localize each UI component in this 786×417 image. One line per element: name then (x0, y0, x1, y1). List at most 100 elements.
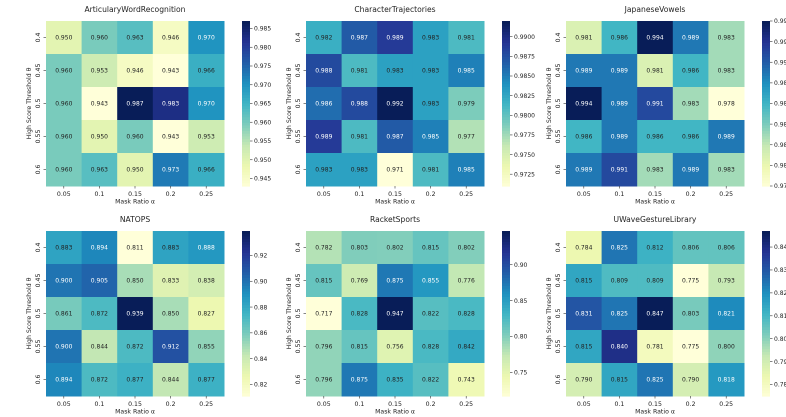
colorbar-segment (762, 379, 770, 383)
heatmap-cell (566, 21, 603, 55)
heatmap-cell (188, 120, 225, 154)
colorbar-segment (502, 352, 510, 356)
colorbar-segment (502, 280, 510, 284)
colorbar-segment (242, 302, 250, 306)
colorbar-segment (242, 183, 250, 187)
colorbar-segment (762, 106, 770, 110)
y-tick-label: 0.5 (555, 309, 562, 319)
cell-value-label: 0.947 (386, 311, 403, 318)
heatmap-cell (448, 297, 485, 331)
heatmap-cell (601, 153, 638, 187)
x-tick-label: 0.15 (388, 401, 402, 408)
colorbar-tick-label: 0.965 (254, 101, 271, 108)
cell-value-label: 0.971 (386, 167, 403, 174)
heatmap-cell (708, 363, 745, 397)
colorbar-segment (502, 310, 510, 315)
heatmap-cell (708, 21, 745, 55)
heatmap-cell (412, 363, 449, 397)
colorbar-segment (502, 387, 510, 392)
colorbar-segment (242, 297, 250, 301)
colorbar-tick-label: 0.84 (774, 244, 786, 251)
x-tick-label: 0.05 (57, 401, 71, 408)
colorbar-segment (502, 59, 510, 63)
heatmap-cell (601, 21, 638, 55)
colorbar-segment (242, 374, 250, 378)
heatmap-cell (637, 363, 674, 397)
cell-value-label: 0.806 (718, 245, 735, 252)
colorbar-segment (762, 131, 770, 135)
colorbar-segment (242, 128, 250, 132)
colorbar-segment (502, 76, 510, 80)
colorbar-segment (762, 59, 770, 63)
colorbar-segment (242, 376, 250, 381)
colorbar-segment (242, 352, 250, 356)
heatmap-cell (46, 54, 83, 88)
cell-value-label: 0.835 (386, 377, 403, 384)
colorbar-segment (502, 330, 510, 334)
colorbar-segment (242, 283, 250, 287)
colorbar-tick-label: 0.9900 (514, 34, 535, 41)
heatmap-cell (566, 231, 603, 265)
x-axis-label: Mask Ratio α (375, 409, 415, 416)
colorbar-segment (762, 253, 770, 257)
heatmap-cell (152, 330, 189, 364)
colorbar-segment (762, 297, 770, 301)
cell-value-label: 0.989 (575, 68, 592, 75)
colorbar-segment (762, 264, 770, 268)
heatmap-cell (117, 231, 154, 265)
colorbar-segment (502, 131, 510, 135)
colorbar-tick-label: 0.945 (254, 176, 271, 183)
colorbar-segment (242, 131, 250, 135)
colorbar-segment (502, 244, 510, 249)
x-axis-label: Mask Ratio α (115, 409, 155, 416)
heatmap-cell (306, 363, 343, 397)
y-tick-label: 0.45 (35, 64, 42, 78)
colorbar-segment (762, 324, 770, 328)
colorbar-tick-label: 0.90 (514, 262, 528, 269)
heatmap-cell (81, 153, 118, 187)
colorbar-segment (762, 21, 770, 25)
colorbar-segment (502, 236, 510, 240)
panel-title: ArticularyWordRecognition (84, 5, 185, 14)
colorbar-segment (502, 368, 510, 372)
cell-value-label: 0.802 (458, 245, 475, 252)
heatmap-panel-4: RacketSports 0.782 0.803 0.802 0.815 0.802 0.8… (286, 215, 528, 416)
colorbar-segment (762, 357, 770, 361)
x-tick-label: 0.2 (426, 191, 436, 198)
colorbar-segment (502, 365, 510, 370)
cell-value-label: 0.970 (198, 101, 215, 108)
colorbar-tick-label: 0.970 (254, 82, 271, 89)
x-tick-label: 0.25 (199, 191, 213, 198)
colorbar-segment (242, 23, 250, 28)
heatmap-cell (448, 153, 485, 187)
colorbar-segment (762, 368, 770, 372)
cell-value-label: 0.977 (458, 134, 475, 141)
colorbar-segment (242, 89, 250, 94)
heatmap-cell (708, 54, 745, 88)
heatmap-cell (601, 297, 638, 331)
colorbar-segment (242, 324, 250, 328)
colorbar-segment (242, 368, 250, 372)
cell-value-label: 0.840 (611, 344, 628, 351)
x-tick-label: 0.1 (614, 401, 624, 408)
colorbar-segment (762, 65, 770, 69)
colorbar-segment (242, 142, 250, 146)
cell-value-label: 0.983 (162, 101, 179, 108)
x-tick-label: 0.1 (614, 191, 624, 198)
x-tick-label: 0.25 (199, 401, 213, 408)
colorbar-segment (762, 305, 770, 309)
cell-value-label: 0.960 (55, 167, 72, 174)
colorbar-segment (502, 95, 510, 99)
y-tick-label: 0.4 (35, 33, 42, 43)
cell-value-label: 0.989 (682, 35, 699, 42)
colorbar-segment (762, 393, 770, 397)
colorbar-segment (242, 87, 250, 91)
heatmap-cell (708, 264, 745, 298)
cell-value-label: 0.946 (162, 35, 179, 42)
cell-value-label: 0.992 (386, 101, 403, 108)
y-axis-label: High Score Threshold θ (26, 67, 33, 139)
colorbar-segment (502, 269, 510, 273)
colorbar-segment (762, 354, 770, 359)
x-tick-label: 0.15 (128, 401, 142, 408)
heatmap-cell (117, 363, 154, 397)
